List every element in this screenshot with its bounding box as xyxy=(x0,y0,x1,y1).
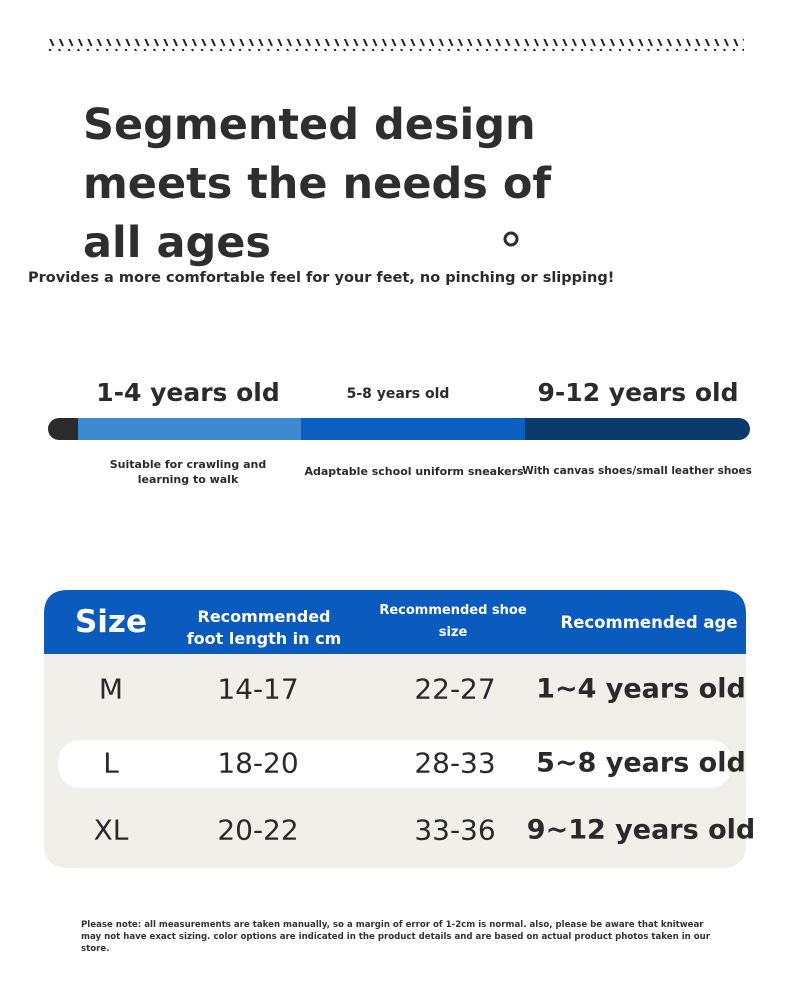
table-cell: L xyxy=(103,746,119,780)
timeline-bar xyxy=(48,418,750,440)
table-cell: M xyxy=(98,672,124,706)
table-header: Size xyxy=(74,604,148,640)
table-cell: 20-22 xyxy=(217,813,299,847)
dot-ornament xyxy=(503,231,519,247)
stage-label: 1-4 years old xyxy=(96,378,280,407)
table-cell: 18-20 xyxy=(217,746,299,780)
stage-description: Adaptable school uniform sneakers xyxy=(304,465,524,478)
table-cell: 14-17 xyxy=(217,672,299,706)
table-header-bg xyxy=(44,590,746,654)
table-cell: 33-36 xyxy=(414,813,496,847)
slash-divider xyxy=(48,39,744,51)
table-cell: 28-33 xyxy=(414,746,496,780)
stage-label: 9-12 years old xyxy=(537,378,739,407)
table-header: Recommended age xyxy=(560,613,738,632)
table-cell: 22-27 xyxy=(414,672,496,706)
table-cell: XL xyxy=(93,813,129,847)
table-cell: 9~12 years old xyxy=(526,814,756,846)
table-header: Recommended foot length in cm xyxy=(186,607,342,648)
table-cell: 1~4 years old xyxy=(536,673,746,705)
stage-description: With canvas shoes/small leather shoes xyxy=(522,465,752,477)
headline-line: all ages xyxy=(83,218,272,268)
stage-description: Suitable for crawling and learning to wa… xyxy=(109,458,267,486)
stage-label: 5-8 years old xyxy=(346,386,450,402)
table-header: Recommended shoe size xyxy=(379,603,527,640)
subtitle: Provides a more comfortable feel for you… xyxy=(28,270,615,286)
row-highlight xyxy=(58,740,732,788)
headline-line: meets the needs of xyxy=(83,159,552,209)
headline-line: Segmented design xyxy=(83,100,536,150)
table-cell: 5~8 years old xyxy=(536,747,746,779)
footnote: Please note: all measurements are taken … xyxy=(81,920,711,954)
